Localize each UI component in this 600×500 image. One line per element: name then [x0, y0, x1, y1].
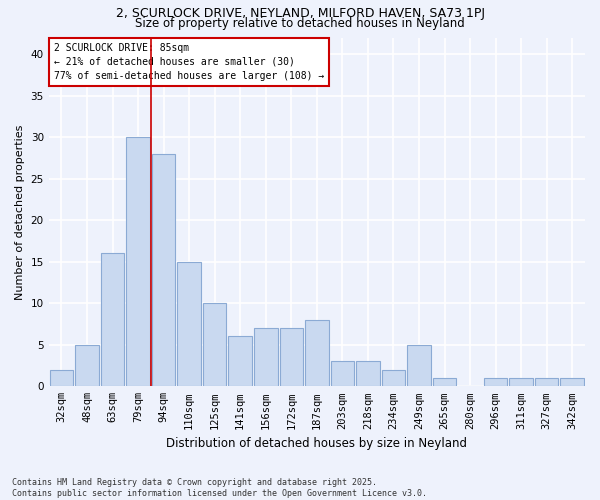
X-axis label: Distribution of detached houses by size in Neyland: Distribution of detached houses by size …	[166, 437, 467, 450]
Bar	[509, 378, 533, 386]
Bar	[407, 345, 431, 387]
Text: Size of property relative to detached houses in Neyland: Size of property relative to detached ho…	[135, 18, 465, 30]
Text: Contains HM Land Registry data © Crown copyright and database right 2025.
Contai: Contains HM Land Registry data © Crown c…	[12, 478, 427, 498]
Bar	[305, 320, 329, 386]
Bar	[127, 137, 150, 386]
Text: 2 SCURLOCK DRIVE: 85sqm
← 21% of detached houses are smaller (30)
77% of semi-de: 2 SCURLOCK DRIVE: 85sqm ← 21% of detache…	[54, 42, 324, 80]
Bar	[101, 254, 124, 386]
Bar	[178, 262, 201, 386]
Bar	[535, 378, 559, 386]
Bar	[280, 328, 303, 386]
Bar	[331, 362, 354, 386]
Bar	[75, 345, 99, 387]
Y-axis label: Number of detached properties: Number of detached properties	[15, 124, 25, 300]
Bar	[254, 328, 278, 386]
Bar	[50, 370, 73, 386]
Bar	[560, 378, 584, 386]
Text: 2, SCURLOCK DRIVE, NEYLAND, MILFORD HAVEN, SA73 1PJ: 2, SCURLOCK DRIVE, NEYLAND, MILFORD HAVE…	[115, 8, 485, 20]
Bar	[203, 304, 226, 386]
Bar	[229, 336, 252, 386]
Bar	[356, 362, 380, 386]
Bar	[433, 378, 456, 386]
Bar	[152, 154, 175, 386]
Bar	[382, 370, 405, 386]
Bar	[484, 378, 508, 386]
